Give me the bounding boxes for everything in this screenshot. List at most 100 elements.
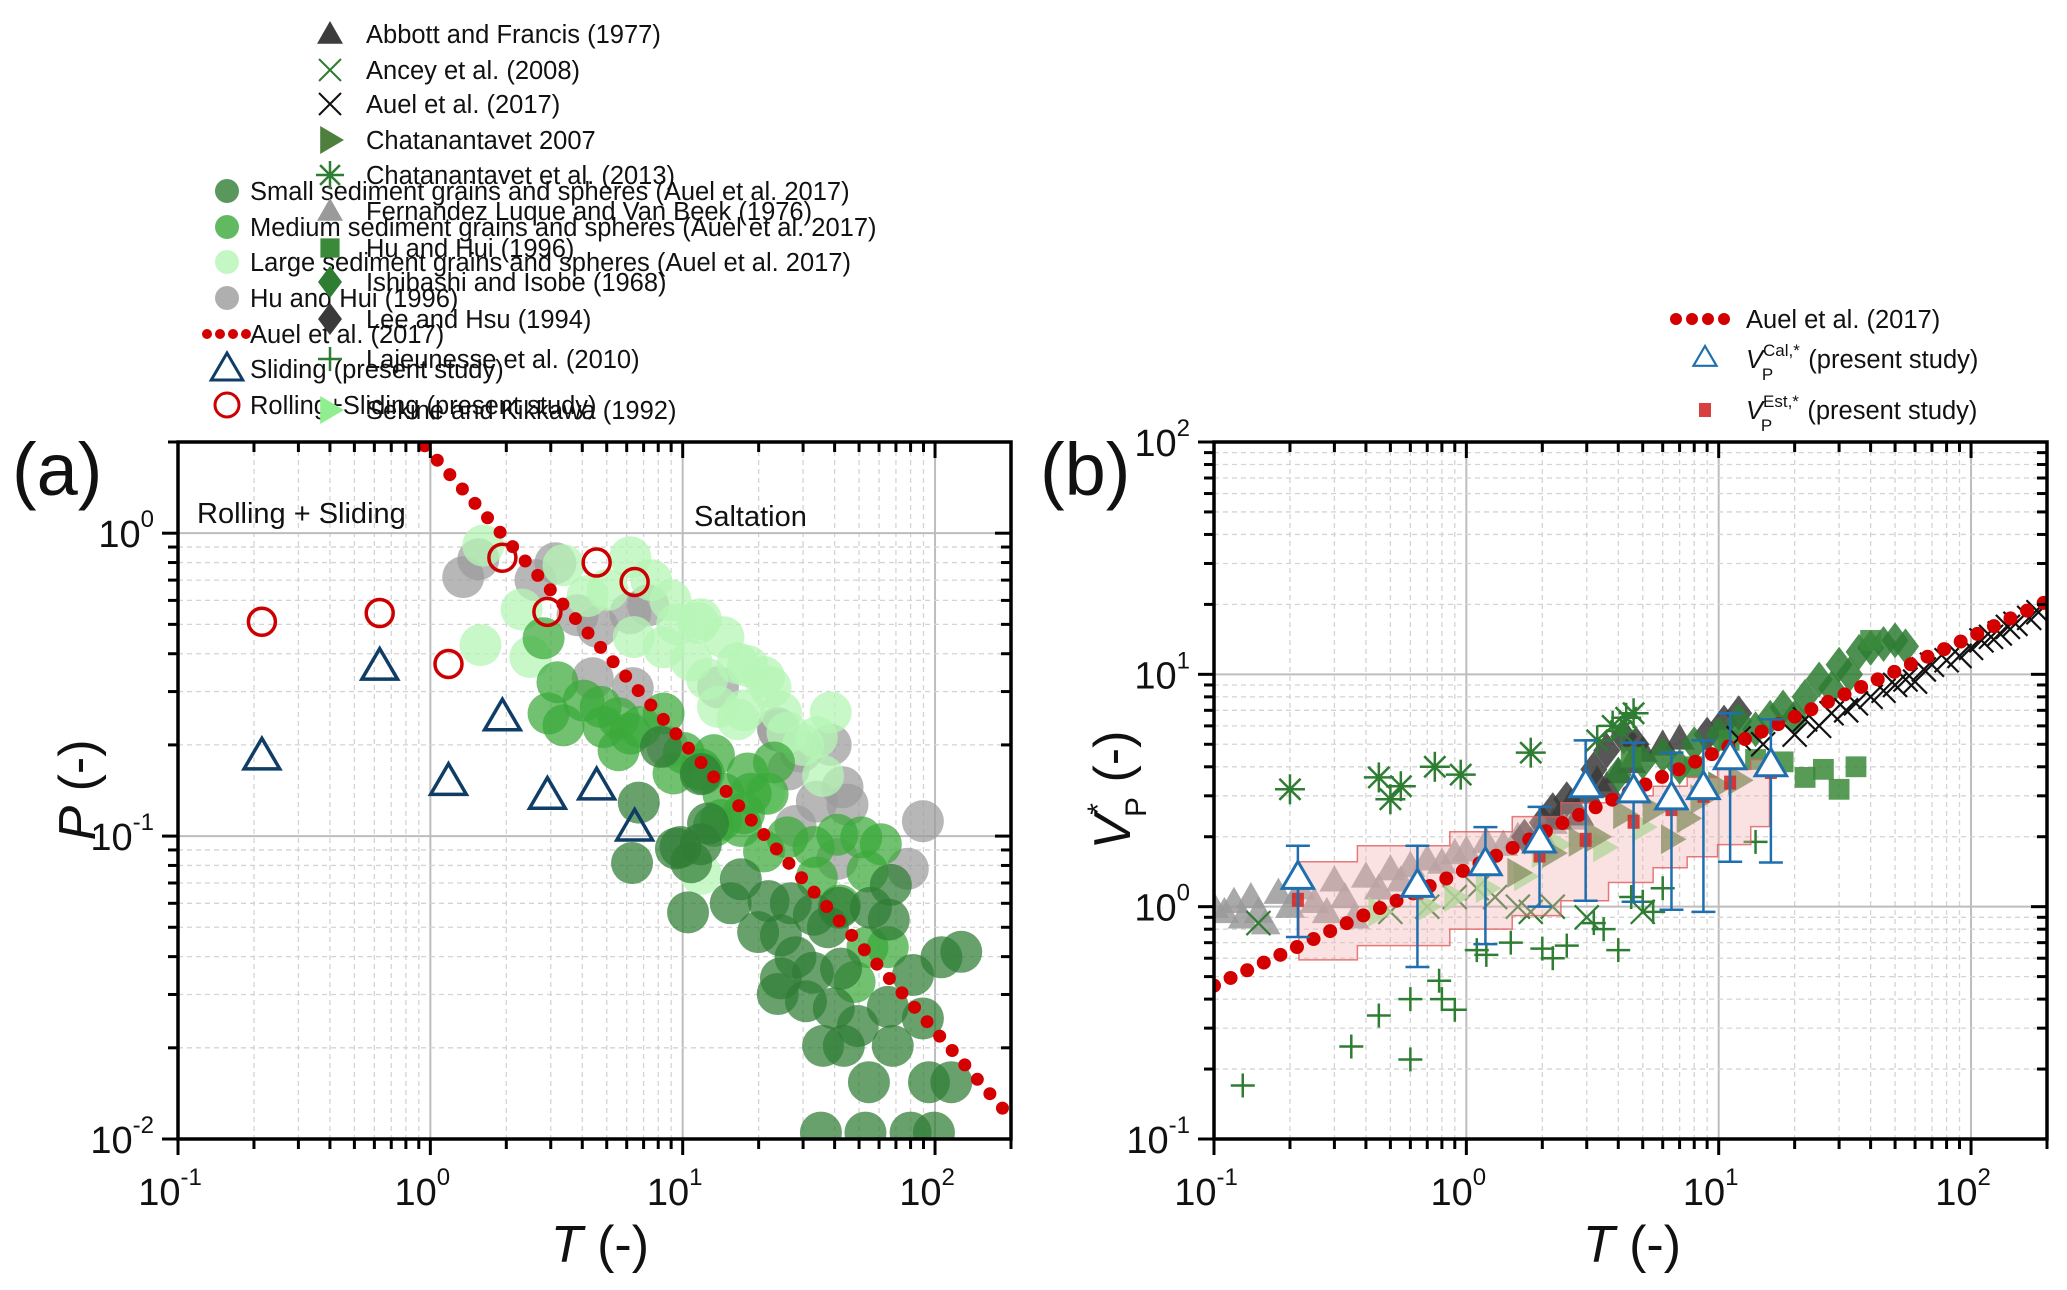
data-point: [246, 606, 278, 638]
legend-marker-diamond: [318, 266, 342, 298]
panel-b-x-tick-label: 10-1: [1174, 1164, 1238, 1214]
panel-a-x-tick-label: 100: [395, 1164, 451, 1214]
legend-item: Auel et al. (2017): [1670, 306, 1940, 334]
series-lajeunesse-et-al-2010: [1230, 829, 1768, 1098]
data-point: [1618, 698, 1649, 729]
curve-dot: [1737, 732, 1752, 747]
legend-item: Ishibashi and Isobe (1968): [318, 266, 667, 298]
legend-item: Sekine and Kikkawa (1992): [320, 396, 676, 425]
series-auel-et-al-2017: [418, 442, 1009, 1115]
data-point: [433, 648, 464, 680]
curve-dot: [1555, 816, 1570, 831]
data-point-with-errorbar: [1653, 751, 1690, 911]
panel-a-x-tick-label: 101: [647, 1164, 703, 1214]
data-point: [752, 741, 795, 784]
tick-exponent: 1: [1725, 1164, 1738, 1191]
panel-b-data: [1214, 595, 2047, 1098]
x-axis-symbol: T: [551, 1216, 586, 1274]
data-point-with-errorbar: [1685, 739, 1722, 914]
data-point: [364, 597, 395, 629]
legend-label: Auel et al. (2017): [250, 321, 444, 349]
data-point: [871, 1024, 914, 1067]
legend-marker-dot: [228, 329, 238, 339]
curve-dot: [970, 1072, 984, 1086]
data-point: [481, 695, 524, 732]
data-point: [799, 1111, 842, 1139]
curve-dot: [769, 842, 783, 856]
curve-dot: [1339, 916, 1354, 931]
x-stroke: [1505, 893, 1531, 920]
data-point: [1619, 885, 1644, 910]
data-point: [1329, 882, 1360, 909]
data-point: [1263, 877, 1294, 904]
data-point: [1554, 933, 1579, 958]
tick-exponent: 0: [141, 506, 154, 533]
curve-dot: [820, 900, 834, 914]
series-auel-curve: [1214, 595, 2047, 993]
x-stroke: [1968, 627, 1995, 654]
y-axis-unit: (-): [1084, 731, 1142, 797]
data-point: [1363, 762, 1394, 793]
legend-marker-plus: [318, 347, 342, 371]
data-point: [1794, 767, 1816, 788]
curve-dot: [1688, 754, 1703, 769]
legend-marker-small-square: [1699, 403, 1711, 417]
tick-base: 10: [90, 817, 132, 859]
label-rest: (present study): [1800, 397, 1977, 425]
panel-a-x-tick-label: 102: [899, 1164, 955, 1214]
legend-marker-dot: [202, 329, 212, 339]
legend-label: Ishibashi and Isobe (1968): [366, 269, 667, 297]
legend-label: VCal,* P (present study): [1746, 341, 1978, 384]
legend-label: Ancey et al. (2008): [366, 57, 580, 85]
tick-exponent: 2: [1177, 415, 1190, 442]
curve-dot: [857, 943, 871, 957]
label-rest: (present study): [1801, 346, 1978, 374]
data-point: [240, 734, 283, 771]
asterisk-stroke: [1389, 774, 1413, 798]
tick-exponent: 1: [689, 1164, 702, 1191]
data-point: [617, 781, 660, 824]
data-point-with-errorbar: [1279, 844, 1317, 939]
curve-dot: [807, 885, 821, 899]
curve-dot: [707, 770, 721, 784]
data-point: [1567, 766, 1605, 799]
data-point: [1385, 771, 1416, 802]
data-point: [1507, 857, 1533, 888]
data-point: [1274, 774, 1305, 805]
legend-marker-triangle: [317, 198, 343, 221]
tick-base: 10: [395, 1172, 437, 1214]
x-stroke: [1843, 690, 1869, 717]
data-point: [1399, 866, 1436, 898]
curve-dot: [493, 525, 507, 539]
y-axis-superscript: *: [1082, 803, 1115, 815]
legend-label: Sliding (present study): [250, 356, 504, 384]
curve-dot: [631, 684, 645, 698]
curve-dot: [1289, 940, 1304, 955]
tick-exponent: -1: [1216, 1164, 1237, 1191]
data-point: [575, 764, 618, 801]
curve-dot: [568, 612, 582, 626]
data-point: [1660, 824, 1687, 855]
curve-dot: [656, 712, 670, 726]
x-axis-unit: (-): [583, 1216, 649, 1274]
data-point: [867, 898, 910, 941]
annotation-rolling-sliding: Rolling + Sliding: [197, 498, 406, 530]
data-point: [500, 588, 543, 631]
legend-item: Sliding (present study): [208, 350, 504, 384]
legend-marker-dot: [215, 329, 225, 339]
curve-dot: [2036, 595, 2047, 610]
legend-item: VEst,* P (present study): [1699, 392, 1977, 435]
y-axis-symbol: V: [1084, 810, 1142, 849]
x-stroke: [1539, 893, 1566, 920]
legend-marker-dot: [1718, 313, 1730, 325]
data-point: [1442, 997, 1467, 1022]
curve-dot: [1273, 947, 1288, 962]
legend-marker-dot: [1686, 313, 1698, 325]
panel-b-plot-frame: [1212, 440, 2049, 1141]
data-point: [1892, 628, 1920, 665]
curve-dot: [895, 986, 909, 1000]
curve-dot: [1223, 970, 1238, 985]
data-point: [1350, 861, 1381, 888]
data-point: [532, 596, 563, 628]
